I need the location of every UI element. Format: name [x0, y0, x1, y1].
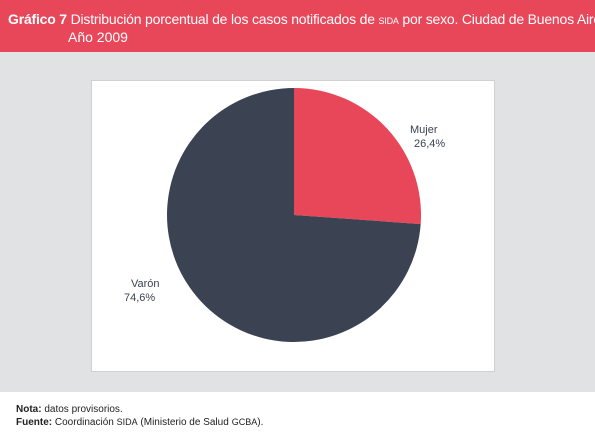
source-part-2: (Ministerio de Salud [140, 417, 229, 428]
chart-footer: Nota: datos provisorios. Fuente: Coordin… [0, 392, 595, 434]
chart-header: Gráfico 7 Distribución porcentual de los… [0, 0, 595, 52]
chart-area: Mujer 26,4% Varón 74,6% [91, 80, 495, 372]
title-acronym: SIDA [378, 16, 399, 26]
slice-value-varon: 74,6% [124, 292, 156, 304]
pie-chart [167, 88, 422, 342]
title-part-2: por sexo. Ciudad de Buenos Aires. [402, 11, 595, 27]
slice-category-varon: Varón [131, 278, 160, 290]
footnote: Nota: datos provisorios. [16, 404, 123, 415]
chart-title-year: Año 2009 [68, 29, 128, 45]
footnote-text: datos provisorios. [44, 404, 123, 415]
source-acronym-2: GCBA [231, 417, 258, 427]
title-part-1: Distribución porcentual de los casos not… [70, 11, 375, 27]
source-part-1: Coordinación [54, 417, 114, 428]
chart-number: Gráfico 7 [8, 11, 67, 27]
source-label: Fuente: [16, 417, 53, 428]
source-part-3: ). [257, 417, 264, 428]
slice-label-mujer: Mujer 26,4% [410, 123, 445, 151]
source-note: Fuente: Coordinación SIDA (Ministerio de… [16, 417, 263, 428]
slice-category-mujer: Mujer [410, 124, 438, 136]
pie-slice-varon [167, 88, 421, 342]
pie-slice-mujer [294, 88, 422, 225]
slice-label-varon: Varón 74,6% [124, 277, 160, 305]
source-acronym-1: SIDA [116, 417, 138, 427]
chart-title: Gráfico 7 Distribución porcentual de los… [8, 11, 595, 27]
slice-value-mujer: 26,4% [414, 138, 446, 150]
footnote-label: Nota: [16, 404, 42, 415]
